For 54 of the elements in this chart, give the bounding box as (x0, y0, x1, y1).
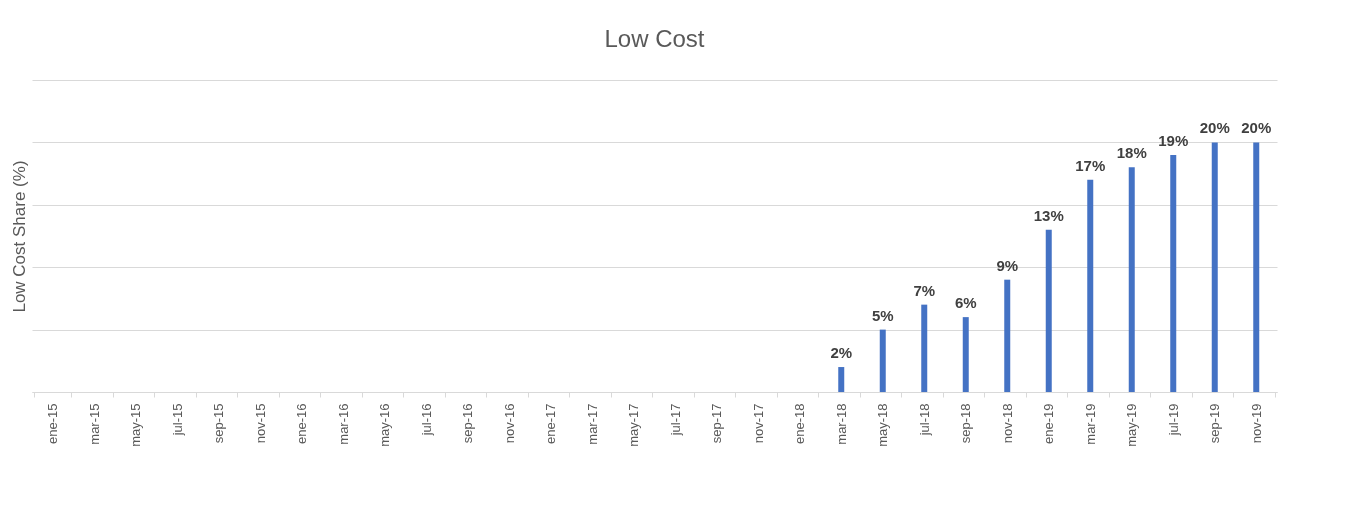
data-label: 18% (1116, 144, 1147, 162)
x-tick-label: mar-16 (335, 403, 351, 445)
x-tick-label: jul-16 (418, 403, 434, 437)
data-label: 5% (871, 306, 894, 324)
x-tick-label: jul-15 (169, 403, 185, 437)
x-tick-label: may-18 (875, 403, 891, 447)
bar (879, 329, 886, 392)
x-tick-label: mar-15 (86, 403, 102, 445)
bar (838, 367, 845, 392)
data-label: 6% (954, 294, 977, 312)
data-label: 20% (1199, 119, 1230, 137)
x-tick-label: ene-17 (543, 403, 559, 444)
x-tick-label: may-16 (377, 403, 393, 447)
bar (1170, 154, 1177, 392)
chart-title: Low Cost (604, 25, 705, 52)
x-tick-label: sep-19 (1207, 403, 1223, 444)
bar (1253, 142, 1260, 392)
x-tick-label: mar-17 (584, 403, 600, 445)
x-tick-label: nov-15 (252, 403, 268, 444)
bar (1004, 279, 1011, 392)
x-tick-label: ene-16 (294, 403, 310, 444)
x-tick-label: may-19 (1124, 403, 1140, 447)
x-tick-label: jul-17 (667, 403, 683, 437)
data-label: 19% (1158, 131, 1189, 149)
bar (1211, 142, 1218, 392)
bar (1045, 229, 1052, 392)
data-label: 17% (1075, 156, 1106, 174)
data-label: 13% (1033, 206, 1064, 224)
x-tick-label: nov-16 (501, 403, 517, 444)
bar (921, 304, 928, 392)
y-axis-title: Low Cost Share (%) (9, 160, 29, 313)
x-tick-label: sep-15 (211, 403, 227, 444)
x-tick-label: mar-19 (1082, 403, 1098, 445)
bar (962, 317, 969, 392)
x-tick-label: jul-18 (916, 403, 932, 437)
x-tick-label: sep-16 (460, 403, 476, 444)
x-tick-label: sep-17 (709, 403, 725, 444)
x-tick-label: may-15 (128, 403, 144, 447)
x-tick-label: mar-18 (833, 403, 849, 445)
bar (1087, 179, 1094, 392)
x-tick-label: nov-18 (999, 403, 1015, 444)
data-label: 7% (913, 281, 936, 299)
bar (1128, 167, 1135, 392)
data-label: 20% (1241, 119, 1272, 137)
x-tick-label: ene-15 (45, 403, 61, 444)
x-tick-label: jul-19 (1165, 403, 1181, 437)
x-tick-label: nov-19 (1248, 403, 1264, 444)
data-label: 9% (996, 256, 1019, 274)
x-tick-label: nov-17 (750, 403, 766, 444)
x-tick-label: ene-18 (792, 403, 808, 444)
x-tick-label: may-17 (626, 403, 642, 447)
data-label: 2% (830, 344, 853, 362)
x-tick-label: sep-18 (958, 403, 974, 444)
x-tick-label: ene-19 (1041, 403, 1057, 444)
